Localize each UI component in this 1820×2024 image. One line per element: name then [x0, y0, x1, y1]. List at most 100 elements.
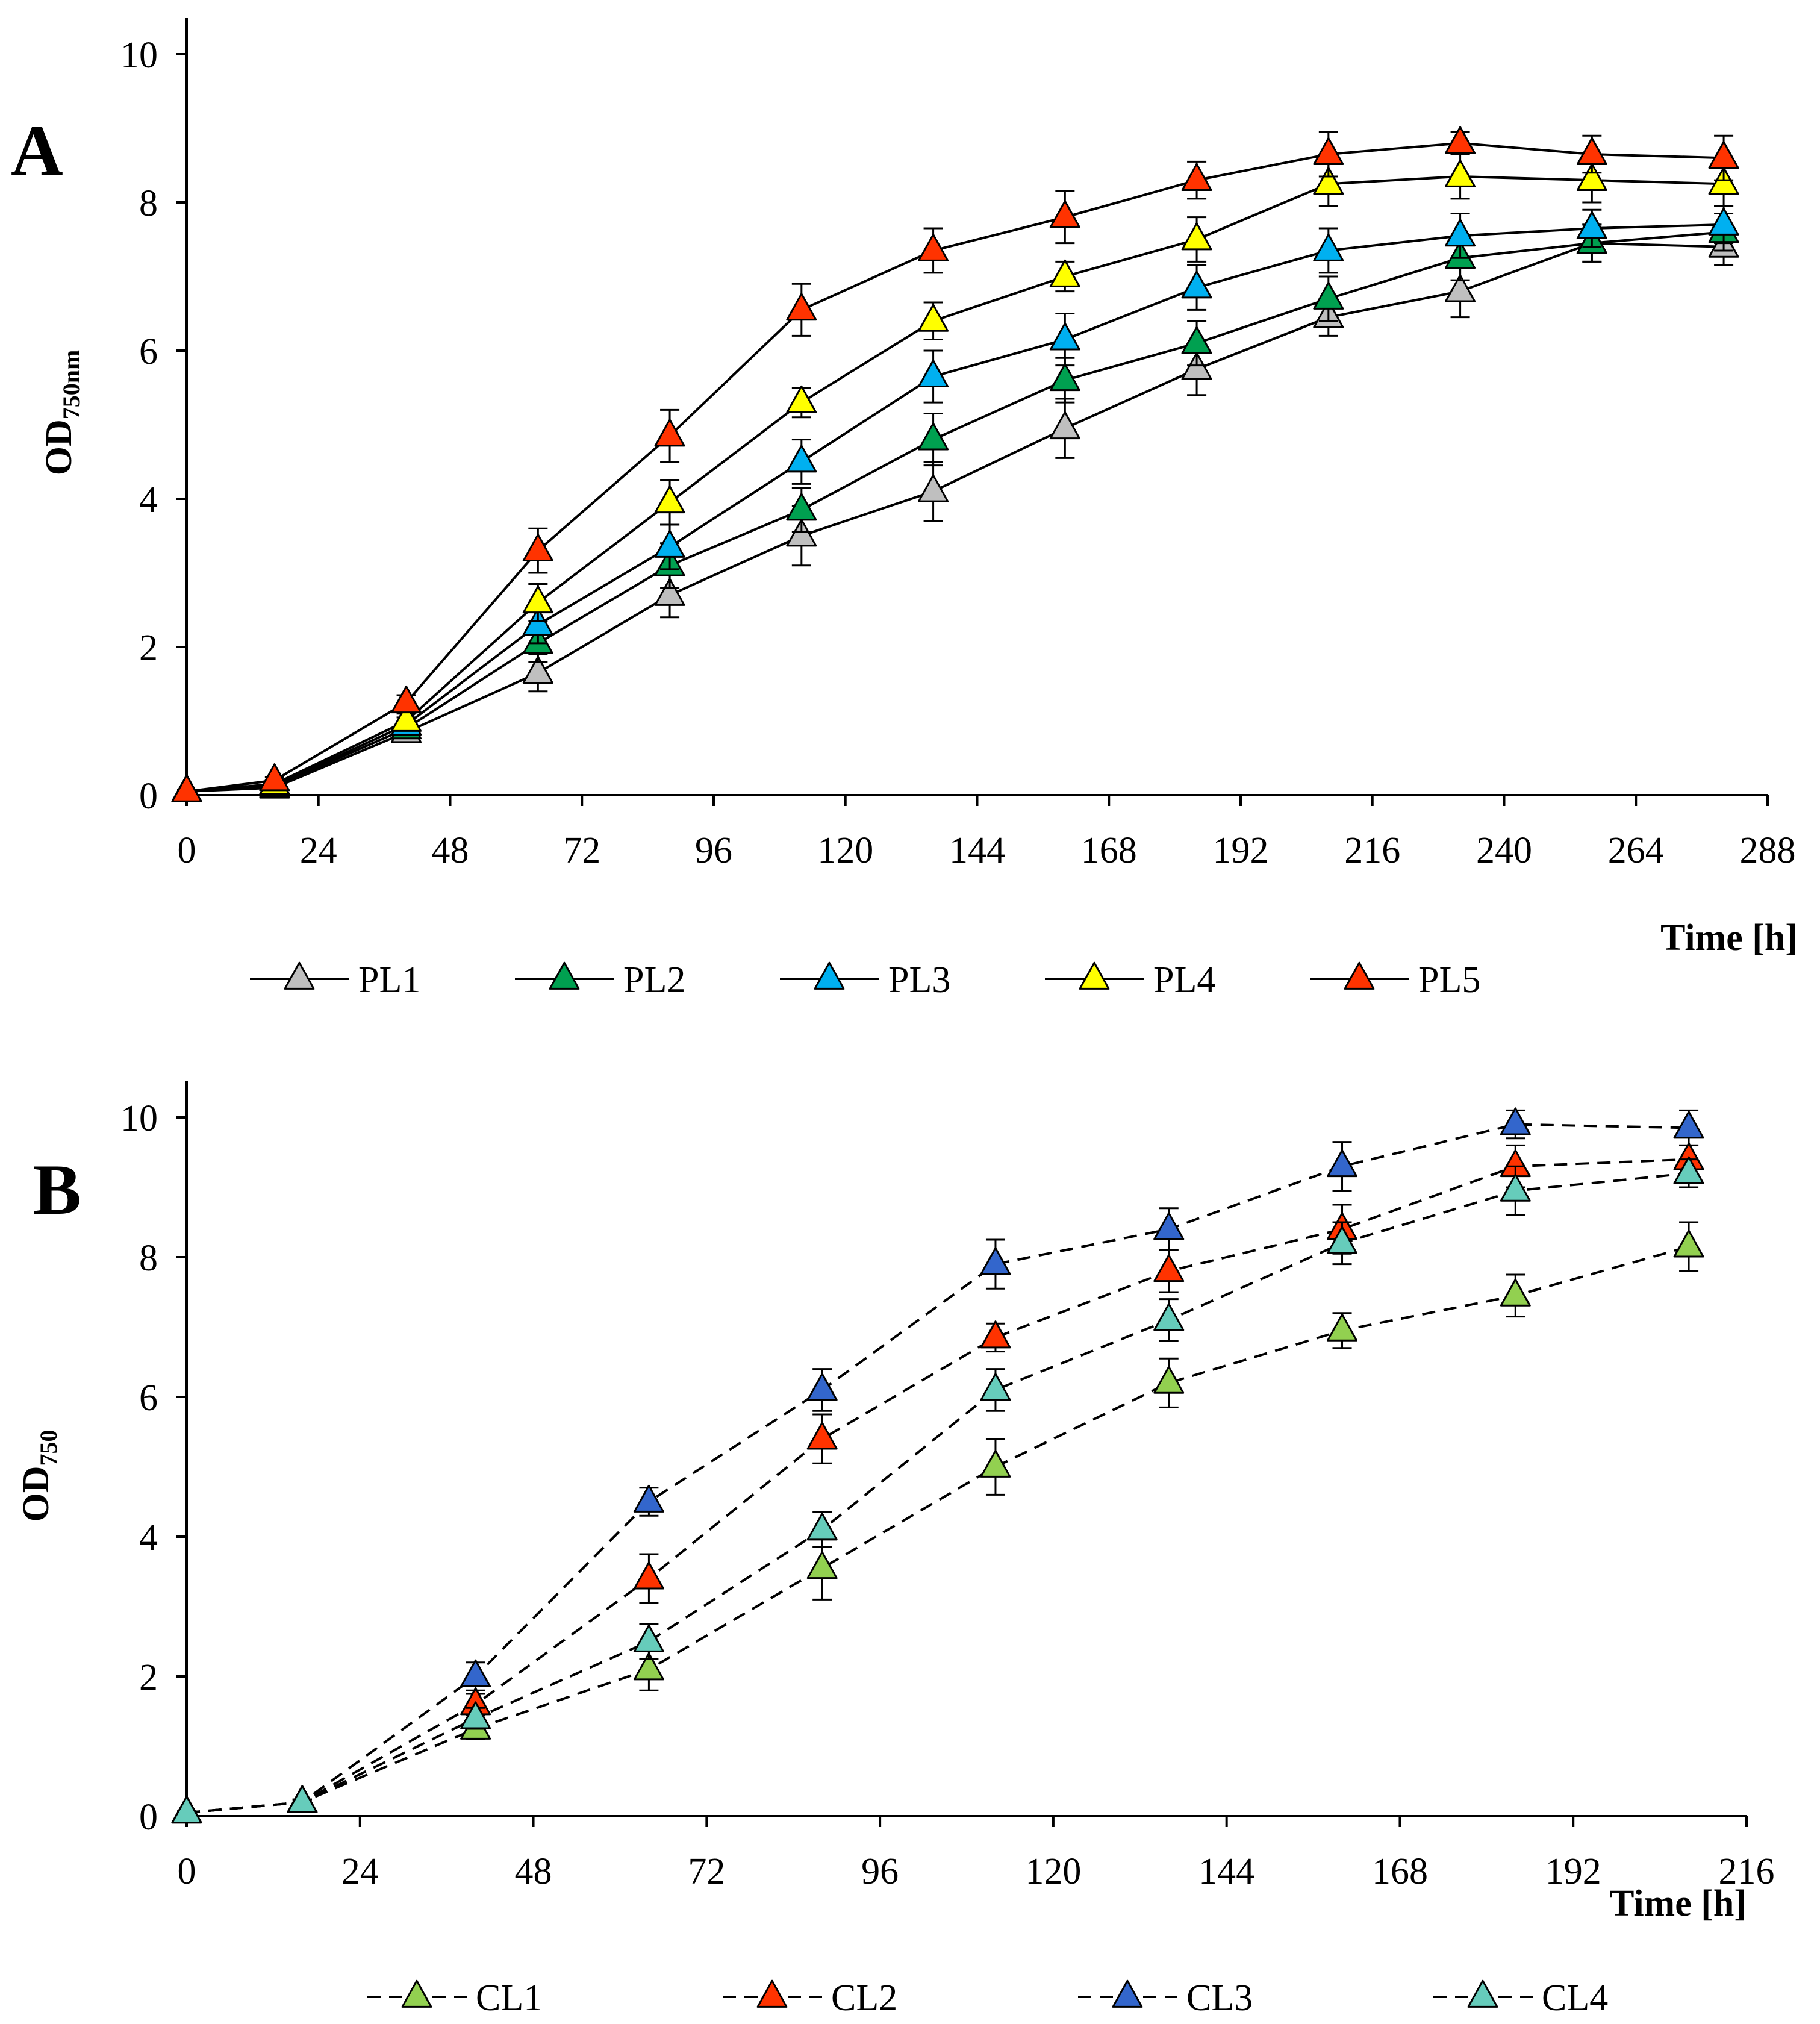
panel-a-point-pl2	[1181, 326, 1212, 354]
panel-b-point-cl2	[1153, 1254, 1185, 1282]
panel-b-point-cl3	[633, 1484, 664, 1513]
panel-b-line-cl2	[186, 1158, 1689, 1814]
panel-b-x-tick-label: 96	[861, 1851, 899, 1892]
panel-a-point-pl5	[1708, 140, 1739, 169]
panel-b-point-cl4	[1153, 1303, 1185, 1331]
panel-b-point-cl1	[1327, 1313, 1358, 1342]
panel-a-letter: A	[11, 110, 63, 190]
panel-a-point-pl5	[1313, 137, 1344, 165]
panel-b-y-axis-title-main: OD	[16, 1466, 57, 1522]
panel-a-point-pl1	[522, 655, 553, 684]
panel-a-point-pl5	[1445, 126, 1476, 154]
panel-a-y-tick-label: 6	[139, 331, 158, 372]
panel-b-point-cl4	[980, 1373, 1011, 1401]
panel-b-y-tick-label: 8	[139, 1238, 158, 1279]
panel-b-legend-marker-cl4	[1467, 1979, 1498, 2008]
panel-b-point-cl1	[1673, 1229, 1704, 1258]
panel-a-x-tick-label: 0	[178, 830, 196, 871]
panel-a-y-axis-title: OD750nm	[39, 350, 85, 476]
panel-a-x-tick-label: 240	[1476, 830, 1532, 871]
panel-b-x-tick-label: 192	[1545, 1851, 1601, 1892]
panel-a-y-tick-label: 2	[139, 628, 158, 669]
panel-a-point-pl5	[1181, 163, 1212, 192]
panel-a-y-tick-label: 10	[120, 35, 158, 76]
panel-a-legend: PL1 PL2 PL3 PL4 PL5	[250, 960, 1480, 1001]
panel-b-x-tick-label: 24	[341, 1851, 379, 1892]
panel-b-line-cl3	[186, 1123, 1689, 1814]
panel-a-point-pl3	[1445, 219, 1476, 247]
panel-a-legend-label-pl1: PL1	[358, 960, 420, 1001]
panel-a-x-tick-label: 144	[949, 830, 1005, 871]
panel-b-x-tick-label: 144	[1198, 1851, 1254, 1892]
panel-a-point-pl4	[1313, 166, 1344, 195]
panel-b-point-cl1	[806, 1551, 838, 1579]
panel-a-legend-marker-pl3	[814, 961, 845, 990]
panel-a-x-axis-title: Time [h]	[1660, 917, 1798, 958]
panel-b-point-cl1	[1153, 1366, 1185, 1394]
panel-b-y-tick-label: 6	[139, 1378, 158, 1419]
panel-a-point-pl3	[918, 359, 949, 387]
panel-b-point-cl3	[980, 1247, 1011, 1275]
panel-a-x-tick-label: 120	[817, 830, 873, 871]
panel-b-y-tick-label: 0	[139, 1797, 158, 1838]
panel-a-x-tick-label: 24	[300, 830, 337, 871]
panel-b-point-cl3	[1673, 1111, 1704, 1139]
panel-a-x-tick-label: 216	[1344, 830, 1400, 871]
panel-a-point-pl3	[1708, 207, 1739, 236]
panel-a-point-pl5	[391, 685, 422, 714]
panel-a-x-tick-label: 48	[432, 830, 469, 871]
panel-a-legend-marker-pl2	[549, 961, 580, 990]
panel-b-legend-marker-cl2	[756, 1979, 788, 2008]
panel-b-point-cl1	[1500, 1278, 1531, 1307]
panel-b-point-cl2	[806, 1422, 838, 1450]
panel-a-point-pl4	[522, 585, 553, 614]
panel-b-legend-marker-cl1	[401, 1979, 432, 2008]
panel-b-series	[171, 1107, 1704, 1824]
panel-a-point-pl2	[918, 422, 949, 451]
panel-a-x-tick-label: 72	[563, 830, 600, 871]
panel-a-x-tick-label: 192	[1213, 830, 1269, 871]
panel-b-legend-label-cl1: CL1	[476, 1978, 542, 2019]
panel-a-point-pl5	[918, 233, 949, 261]
panel-a-point-pl3	[1181, 270, 1212, 299]
panel-a-point-pl4	[1181, 222, 1212, 251]
panel-a-legend-marker-pl4	[1079, 961, 1110, 990]
panel-b-point-cl4	[287, 1785, 318, 1813]
panel-b-point-cl3	[1500, 1107, 1531, 1135]
panel-a-y-axis-title-subscript: 750nm	[58, 350, 85, 420]
panel-b-x-tick-label: 120	[1025, 1851, 1081, 1892]
panel-b-point-cl3	[806, 1373, 838, 1401]
panel-b-point-cl3	[1327, 1149, 1358, 1178]
panel-b-point-cl3	[1153, 1212, 1185, 1240]
panel-b-legend-label-cl2: CL2	[831, 1978, 897, 2019]
panel-b-x-tick-label: 48	[515, 1851, 552, 1892]
panel-a-point-pl5	[1576, 137, 1607, 165]
panel-a-x-tick-label: 288	[1740, 830, 1796, 871]
panel-b-point-cl4	[1673, 1156, 1704, 1184]
panel-a-point-pl5	[171, 774, 202, 802]
panel-a-point-pl3	[1313, 233, 1344, 261]
panel-b-x-tick-label: 0	[178, 1851, 196, 1892]
panel-a-point-pl4	[918, 304, 949, 332]
panel-a-legend-label-pl5: PL5	[1418, 960, 1480, 1001]
panel-b-series-cl4	[171, 1156, 1704, 1824]
panel-b-point-cl4	[460, 1701, 491, 1729]
panel-a-x-tick-label: 264	[1608, 830, 1664, 871]
panel-b-letter: B	[33, 1149, 81, 1229]
panel-b-legend-label-cl3: CL3	[1186, 1978, 1253, 2019]
panel-b-legend-marker-cl3	[1112, 1979, 1143, 2008]
panel-b-x-tick-label: 72	[688, 1851, 725, 1892]
panel-a-legend-label-pl4: PL4	[1153, 960, 1215, 1001]
panel-b-x-tick-label: 168	[1372, 1851, 1428, 1892]
panel-b-point-cl4	[633, 1624, 664, 1652]
panel-b-point-cl4	[171, 1795, 202, 1824]
panel-a-point-pl4	[391, 704, 422, 732]
panel-b-point-cl4	[806, 1513, 838, 1541]
panel-a-point-pl1	[1445, 274, 1476, 302]
panel-b-point-cl1	[633, 1652, 664, 1681]
panel-b-x-tick-label: 216	[1719, 1851, 1775, 1892]
